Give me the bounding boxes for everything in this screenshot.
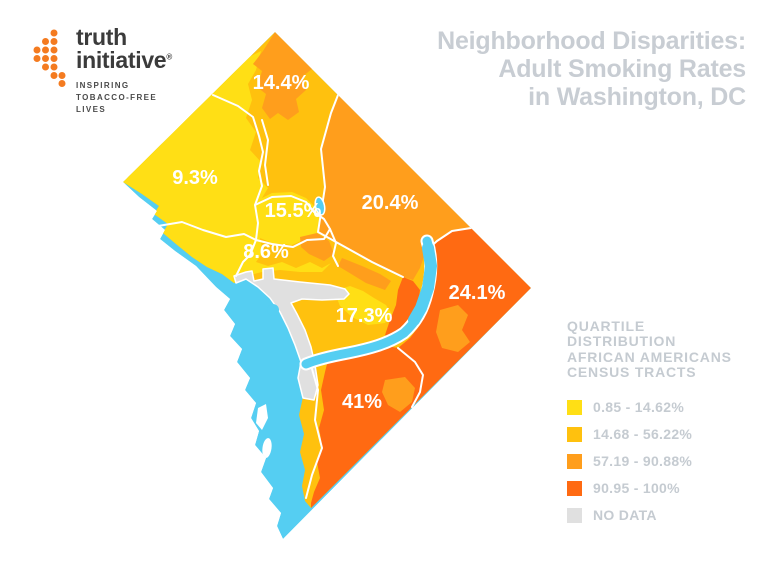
label-east-of-river: 24.1% <box>449 282 506 304</box>
region-south-quartile4 <box>311 344 423 508</box>
legend-item-quartile2: 14.68 - 56.22% <box>567 426 757 443</box>
legend-swatch-quartile1 <box>567 399 582 415</box>
legend-swatch-quartile3 <box>567 453 582 469</box>
legend-swatch-quartile2 <box>567 426 582 442</box>
ward-line-7 <box>397 347 424 408</box>
patch-quartile3-b <box>338 258 391 290</box>
legend-swatch-quartile4 <box>567 480 582 496</box>
patch-quartile3-e <box>382 377 415 412</box>
river-island-1 <box>256 404 268 430</box>
map-legend: QUARTILE DISTRIBUTION AFRICAN AMERICANS … <box>567 318 757 535</box>
map-region-labels: 14.4% 9.3% 15.5% 20.4% 8.6% 24.1% 17.3% … <box>172 72 505 413</box>
truth-logo-dot-t-icon <box>33 29 66 87</box>
logo-text-block: truth initiative® INSPIRING TOBACCO-FREE… <box>76 24 172 116</box>
label-south: 41% <box>342 391 382 413</box>
ward-line-10 <box>329 228 339 267</box>
legend-header-line1: QUARTILE DISTRIBUTION <box>567 318 677 350</box>
tagline-line3: LIVES <box>76 104 107 114</box>
region-northwest-quartile1 <box>123 51 331 283</box>
ward-line-4 <box>254 195 331 248</box>
legend-label-quartile2: 14.68 - 56.22% <box>593 426 693 443</box>
legend-item-quartile4: 90.95 - 100% <box>567 480 757 497</box>
label-northwest: 9.3% <box>172 167 218 189</box>
logo-dot-group <box>33 29 66 87</box>
legend-label-quartile1: 0.85 - 14.62% <box>593 399 685 416</box>
region-northeast-quartile3 <box>318 95 471 280</box>
legend-label-quartile4: 90.95 - 100% <box>593 480 680 497</box>
legend-header: QUARTILE DISTRIBUTION AFRICAN AMERICANS … <box>567 318 757 381</box>
legend-items: 0.85 - 14.62% 14.68 - 56.22% 57.19 - 90.… <box>567 399 757 524</box>
registered-trademark: ® <box>166 52 172 62</box>
anacostia-river-wide <box>408 242 438 326</box>
tidal-basin <box>267 304 279 316</box>
label-capitol-hill-southeast: 17.3% <box>336 305 393 327</box>
ward-line-1 <box>212 94 264 241</box>
ward-line-9 <box>235 239 257 277</box>
patch-quartile1-southeast <box>334 286 392 325</box>
ward-line-8 <box>305 361 323 499</box>
truth-initiative-logo: truth initiative® INSPIRING TOBACCO-FREE… <box>30 24 172 116</box>
title-line2: Adult Smoking Rates <box>498 55 746 83</box>
district-clip-group <box>123 32 531 539</box>
ward-line-3 <box>157 221 257 241</box>
no-data-national-mall <box>233 267 350 401</box>
label-northeast: 20.4% <box>362 192 419 214</box>
ward-line-2 <box>261 119 269 186</box>
brand-name-line1: truth <box>76 24 127 50</box>
brand-name-text: initiative <box>76 47 167 74</box>
label-north-central: 14.4% <box>253 72 310 94</box>
legend-item-quartile1: 0.85 - 14.62% <box>567 399 757 416</box>
legend-item-quartile3: 57.19 - 90.88% <box>567 453 757 470</box>
patch-quartile3-c <box>436 305 470 352</box>
title-line3: in Washington, DC <box>528 83 746 111</box>
legend-label-quartile3: 57.19 - 90.88% <box>593 453 693 470</box>
brand-name-line2: initiative® <box>76 49 172 72</box>
label-central-west: 8.6% <box>243 241 289 263</box>
tagline-line2: TOBACCO-FREE <box>76 92 158 102</box>
legend-item-no-data: NO DATA <box>567 507 757 524</box>
mcmillan-reservoir <box>314 196 326 216</box>
title-line1: Neighborhood Disparities: <box>437 27 746 55</box>
region-apex-quartile3 <box>253 32 312 120</box>
legend-label-no-data: NO DATA <box>593 507 657 524</box>
page-title: Neighborhood Disparities: Adult Smoking … <box>437 27 746 111</box>
legend-header-line2: AFRICAN AMERICANS <box>567 348 732 365</box>
label-mid-city: 15.5% <box>265 200 322 222</box>
river-island-2 <box>262 438 272 458</box>
region-hill-east-quartile4 <box>385 277 420 340</box>
patch-quartile3-d <box>476 342 498 362</box>
logo-tagline: INSPIRING TOBACCO-FREE LIVES <box>76 80 172 116</box>
tagline-line1: INSPIRING <box>76 80 130 90</box>
legend-header-line3: CENSUS TRACTS <box>567 364 697 381</box>
legend-swatch-no-data <box>567 507 582 523</box>
